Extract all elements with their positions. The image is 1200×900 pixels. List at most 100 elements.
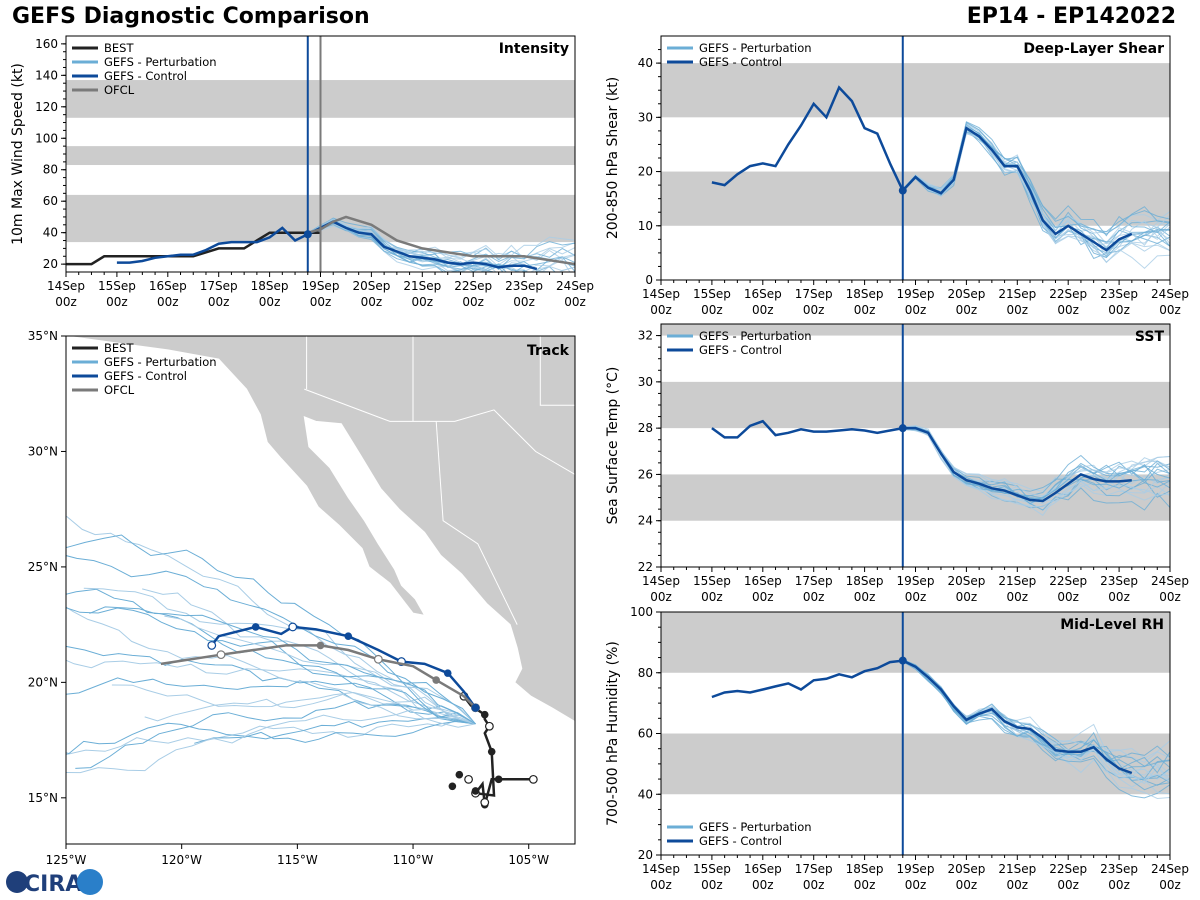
sst-band-1 [661, 381, 1170, 429]
intensity-ytick-label: 140 [35, 68, 58, 82]
track-perturbation-17 [66, 555, 476, 725]
shear-ylabel: 200-850 hPa Shear (kt) [605, 77, 621, 239]
track-perturbation-1 [66, 677, 476, 725]
track-perturbation-8 [66, 659, 476, 725]
rh-ytick-label: 100 [630, 605, 653, 619]
sst-plot-area [661, 324, 1170, 521]
rh-xtick-label: 00z [1108, 878, 1130, 892]
track-point-gefs-control [288, 622, 298, 632]
sst-xtick-label: 00z [752, 590, 774, 604]
sst-frame [660, 323, 1171, 568]
intensity-xtick-label: 17Sep [200, 279, 238, 293]
track-ytick-label: 15°N [28, 791, 58, 805]
sst-xtick-label: 23Sep [1100, 574, 1138, 588]
sst-ytick-label: 28 [638, 421, 653, 435]
shear-xtick-label: 00z [1159, 303, 1181, 317]
track-perturbation-13 [66, 534, 476, 725]
track-point-gefs-control [344, 632, 353, 640]
rh-perturbation-19 [902, 659, 1170, 767]
shear-xtick-label: 18Sep [846, 287, 884, 301]
sst-xtick-label: 16Sep [744, 574, 782, 588]
rh-xtick-label: 23Sep [1100, 862, 1138, 876]
sst-xtick-label: 00z [956, 590, 978, 604]
track-point-gefs-control [207, 641, 217, 650]
logo-text: CIRA [24, 872, 82, 897]
sst-xtick-label: 00z [1007, 590, 1029, 604]
intensity-legend-label: GEFS - Perturbation [104, 55, 217, 69]
rh-band-1 [661, 612, 1170, 673]
intensity-legend-label: GEFS - Control [104, 69, 187, 83]
intensity-ytick-label: 60 [43, 194, 58, 208]
track-xtick-label: 105°W [508, 853, 549, 867]
track-legend-label: BEST [104, 341, 134, 355]
shear-xtick-label: 16Sep [744, 287, 782, 301]
sst-xtick-label: 00z [1057, 590, 1079, 604]
intensity-xtick-label: 00z [157, 295, 179, 309]
rh-init-marker [898, 656, 907, 665]
rh-xtick-label: 00z [854, 878, 876, 892]
rh-ytick-label: 60 [638, 727, 653, 741]
track-title: Track [527, 343, 570, 359]
rh-series-gefs-control [711, 659, 1133, 775]
panel-intensity: 20 40 60 80 100 120 140 160 14Sep 00z 15Sep 00z 16Se… [10, 35, 594, 309]
track-point-ofcl [316, 641, 325, 650]
land-mexico [66, 336, 575, 723]
sst-xtick-label: 00z [854, 590, 876, 604]
shear-perturbation-19 [902, 121, 1170, 233]
sst-ylabel: Sea Surface Temp (°C) [605, 367, 621, 525]
track-point-best-extra-points [455, 770, 464, 779]
intensity-xtick-label: 00z [513, 295, 535, 309]
rh-xtick-label: 00z [650, 878, 672, 892]
rh-xtick-label: 20Sep [947, 862, 985, 876]
track-xtick-label: 120°W [161, 853, 202, 867]
figure-title: GEFS Diagnostic Comparison [12, 4, 370, 29]
shear-xtick-label: 23Sep [1100, 287, 1138, 301]
track-perturbation-16 [144, 693, 476, 725]
shear-xtick-label: 15Sep [693, 287, 731, 301]
rh-xtick-label: 00z [701, 878, 723, 892]
panel-sst: 22 24 26 28 30 32 14Sep 00z 15Sep 00z 16Sep 00z 17Se… [605, 323, 1189, 604]
logo-globe-left [6, 871, 28, 893]
shear-xtick-label: 00z [752, 303, 774, 317]
shear-xtick-label: 22Sep [1049, 287, 1087, 301]
rh-ylabel: 700-500 hPa Humidity (%) [605, 641, 621, 826]
intensity-xtick-label: 00z [564, 295, 586, 309]
track-point-gefs-control [251, 623, 260, 631]
sst-band-0 [661, 474, 1170, 521]
shear-xtick-label: 00z [1007, 303, 1029, 317]
sst-ytick-label: 24 [638, 514, 653, 528]
shear-plot-area [661, 63, 1170, 269]
sst-xtick-label: 17Sep [795, 574, 833, 588]
shear-ytick-label: 40 [638, 56, 653, 70]
track-ytick-label: 30°N [28, 444, 58, 458]
intensity-xtick-label: 00z [412, 295, 434, 309]
rh-xtick-label: 19Sep [897, 862, 935, 876]
shear-xtick-label: 00z [1057, 303, 1079, 317]
track-perturbation-3 [66, 645, 476, 725]
rh-legend-label: GEFS - Perturbation [699, 820, 812, 834]
track-perturbation-0 [66, 606, 476, 725]
rh-xtick-label: 00z [1007, 878, 1029, 892]
intensity-legend-label: OFCL [104, 83, 135, 97]
intensity-xtick-label: 00z [208, 295, 230, 309]
intensity-perturbation-17 [307, 218, 575, 270]
track-point-ofcl [216, 650, 226, 660]
rh-band-0 [661, 733, 1170, 795]
track-perturbation-18 [66, 709, 476, 774]
sst-xtick-label: 00z [803, 590, 825, 604]
shear-band-0 [661, 171, 1170, 226]
shear-legend-label: GEFS - Perturbation [699, 41, 812, 55]
track-perturbation-14 [83, 587, 476, 725]
shear-ytick-label: 20 [638, 165, 653, 179]
storm-id: EP14 - EP142022 [966, 4, 1176, 29]
shear-xtick-label: 21Sep [998, 287, 1036, 301]
intensity-ytick-label: 120 [35, 100, 58, 114]
sst-ytick-label: 30 [638, 375, 653, 389]
sst-xtick-label: 14Sep [642, 574, 680, 588]
sst-xtick-label: 18Sep [846, 574, 884, 588]
sst-xtick-label: 00z [1108, 590, 1130, 604]
rh-xtick-label: 21Sep [998, 862, 1036, 876]
track-point-best [484, 721, 494, 731]
sst-xtick-label: 19Sep [897, 574, 935, 588]
